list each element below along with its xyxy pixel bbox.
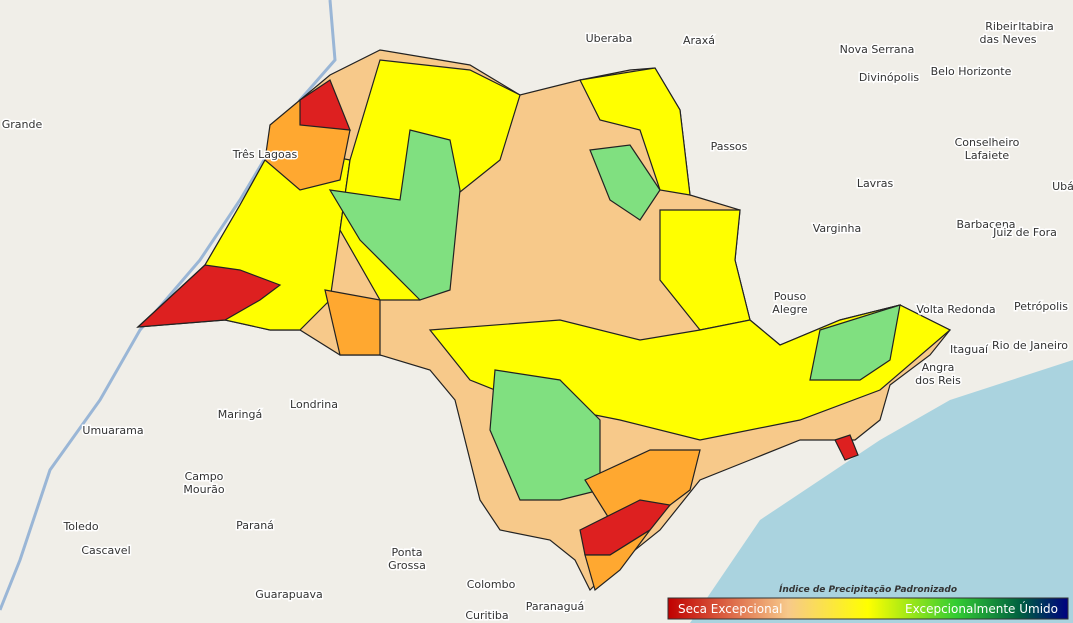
city-label: das Neves [980,33,1037,46]
region [589,144,661,221]
city-label: Maringá [218,408,263,421]
city-label: Petrópolis [1014,300,1068,313]
region [136,264,282,328]
region [328,129,461,301]
city-label: Angra [922,361,955,374]
city-label: Barbacena [956,218,1015,231]
region [324,289,381,356]
region [489,369,601,501]
region [809,304,901,381]
city-label: Grande [2,118,43,131]
city-label: Lavras [857,177,894,190]
city-label: Itabira [1018,20,1054,33]
city-label: Mourão [183,483,224,496]
city-label: Juiz de Fora [992,226,1057,239]
city-label: Rio de Janeiro [992,339,1068,352]
city-label: Três Lagoas [232,148,298,161]
legend-bar [667,597,1069,620]
city-label: Passos [711,140,748,153]
city-label: Pouso [774,290,807,303]
city-label: Ubá [1052,180,1073,193]
city-label: Nova Serrana [840,43,915,56]
legend-high: Excepcionalmente Úmido [905,601,1058,616]
city-label: Guarapuava [255,588,322,601]
city-label: Colombo [467,578,516,591]
city-label: Itaguaí [950,343,989,356]
city-label: Curitiba [465,609,508,622]
city-label: Lafaiete [965,149,1010,162]
city-label: Toledo [62,520,98,533]
city-label: Cascavel [81,544,130,557]
city-label: Volta Redonda [916,303,995,316]
city-label: Ribeirão [985,20,1031,33]
region [584,529,651,592]
ocean [690,360,1073,623]
river [0,0,337,611]
city-label: dos Reis [915,374,961,387]
city-label: Alegre [772,303,808,316]
city-label: Paranaguá [526,600,585,613]
region [834,434,859,461]
city-label: Araxá [683,34,715,47]
region [299,79,351,131]
city-label: Campo [185,470,224,483]
city-label: Uberaba [586,32,633,45]
city-label: Ponta [392,546,423,559]
legend-title: Índice de Precipitação Padronizado [779,583,957,595]
city-label: Divinópolis [859,71,920,84]
region [579,67,691,196]
city-label: Londrina [290,398,338,411]
city-label: Grossa [388,559,426,572]
city-label: Umuarama [82,424,143,437]
city-label: Varginha [813,222,861,235]
city-label: Paraná [236,519,274,532]
city-label: Conselheiro [955,136,1020,149]
city-label: Belo Horizonte [931,65,1012,78]
legend-low: Seca Excepcional [678,602,782,616]
state [136,49,952,592]
